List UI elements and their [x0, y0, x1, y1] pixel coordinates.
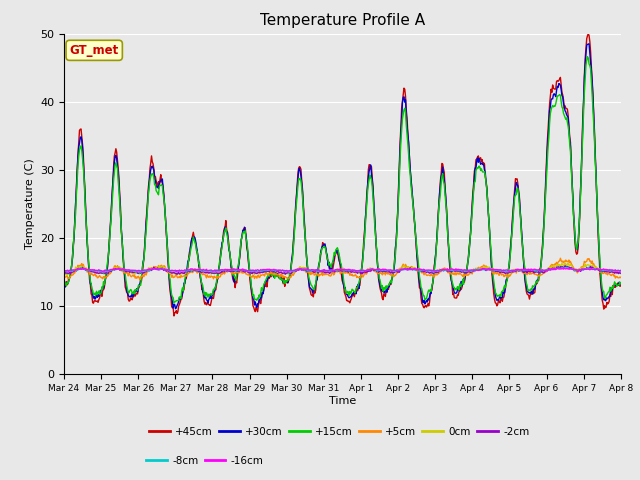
- 0cm: [60, 272, 68, 278]
- +5cm: [70, 270, 78, 276]
- +15cm: [617, 281, 625, 287]
- +30cm: [617, 281, 625, 287]
- -16cm: [151, 265, 159, 271]
- +30cm: [172, 306, 179, 312]
- -16cm: [617, 267, 625, 273]
- -8cm: [132, 269, 140, 275]
- -8cm: [411, 266, 419, 272]
- +45cm: [214, 275, 222, 280]
- +45cm: [411, 222, 419, 228]
- +30cm: [185, 258, 193, 264]
- +45cm: [60, 280, 68, 286]
- -2cm: [127, 269, 135, 275]
- -16cm: [411, 265, 419, 271]
- -8cm: [70, 267, 78, 273]
- +15cm: [185, 256, 193, 262]
- +15cm: [170, 300, 178, 306]
- Line: +30cm: +30cm: [64, 44, 621, 309]
- Title: Temperature Profile A: Temperature Profile A: [260, 13, 425, 28]
- -8cm: [185, 267, 193, 273]
- -2cm: [70, 268, 78, 274]
- +15cm: [411, 221, 419, 227]
- -8cm: [127, 268, 135, 274]
- +45cm: [170, 313, 178, 319]
- 0cm: [428, 270, 435, 276]
- -2cm: [185, 268, 193, 274]
- +30cm: [214, 271, 222, 277]
- +5cm: [136, 277, 144, 283]
- -2cm: [561, 263, 569, 269]
- Line: -16cm: -16cm: [64, 268, 621, 271]
- +5cm: [185, 270, 193, 276]
- 0cm: [128, 271, 136, 276]
- Text: GT_met: GT_met: [70, 44, 119, 57]
- Legend: +45cm, +30cm, +15cm, +5cm, 0cm, -2cm: +45cm, +30cm, +15cm, +5cm, 0cm, -2cm: [145, 423, 534, 441]
- +5cm: [214, 273, 222, 279]
- +30cm: [411, 222, 419, 228]
- 0cm: [185, 268, 193, 274]
- +45cm: [428, 287, 435, 293]
- -16cm: [214, 267, 222, 273]
- Legend: -8cm, -16cm: -8cm, -16cm: [142, 452, 268, 470]
- +45cm: [584, 31, 592, 36]
- Line: 0cm: 0cm: [64, 263, 621, 276]
- -2cm: [173, 272, 181, 277]
- Y-axis label: Temperature (C): Temperature (C): [24, 158, 35, 250]
- 0cm: [214, 270, 222, 276]
- +30cm: [70, 234, 78, 240]
- +30cm: [428, 291, 435, 297]
- 0cm: [71, 267, 79, 273]
- -16cm: [185, 267, 193, 273]
- 0cm: [561, 260, 569, 266]
- +5cm: [428, 272, 435, 277]
- -16cm: [127, 267, 135, 273]
- +45cm: [127, 296, 135, 301]
- +5cm: [617, 275, 625, 280]
- -16cm: [428, 267, 435, 273]
- +5cm: [127, 274, 135, 280]
- 0cm: [617, 271, 625, 276]
- +15cm: [428, 288, 435, 294]
- -8cm: [617, 268, 625, 274]
- +5cm: [60, 276, 68, 281]
- +45cm: [70, 233, 78, 239]
- +15cm: [60, 279, 68, 285]
- 0cm: [63, 273, 71, 278]
- -16cm: [70, 267, 78, 273]
- +5cm: [557, 255, 564, 261]
- -8cm: [428, 268, 435, 274]
- -8cm: [584, 264, 592, 270]
- -2cm: [214, 270, 222, 276]
- -2cm: [428, 270, 435, 276]
- +15cm: [127, 287, 135, 293]
- Line: -8cm: -8cm: [64, 267, 621, 272]
- +30cm: [60, 281, 68, 287]
- +5cm: [411, 266, 419, 272]
- Line: +45cm: +45cm: [64, 34, 621, 316]
- +30cm: [127, 294, 135, 300]
- Line: +15cm: +15cm: [64, 57, 621, 303]
- X-axis label: Time: Time: [329, 396, 356, 406]
- +45cm: [185, 255, 193, 261]
- -16cm: [60, 267, 68, 273]
- -2cm: [60, 271, 68, 276]
- -16cm: [506, 268, 513, 274]
- -2cm: [617, 270, 625, 276]
- -8cm: [214, 269, 222, 275]
- Line: -2cm: -2cm: [64, 266, 621, 275]
- 0cm: [411, 265, 419, 271]
- +15cm: [584, 54, 591, 60]
- +45cm: [617, 283, 625, 289]
- -2cm: [411, 267, 419, 273]
- +15cm: [70, 230, 78, 236]
- +30cm: [585, 41, 593, 47]
- Line: +5cm: +5cm: [64, 258, 621, 280]
- -8cm: [60, 269, 68, 275]
- +15cm: [214, 273, 222, 279]
